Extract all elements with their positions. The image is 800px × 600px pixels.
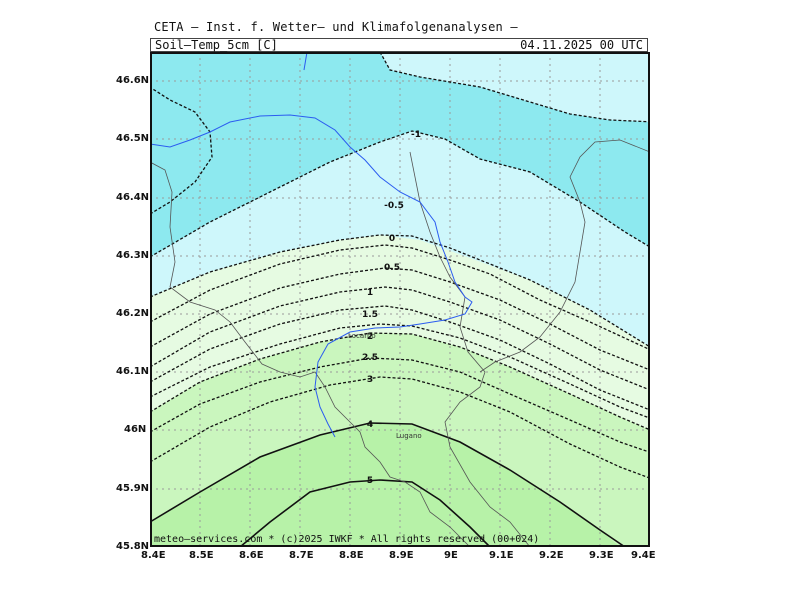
place-names: Locarno Lugano xyxy=(348,332,422,440)
map-panel: -1 -0.5 0 0.5 1 1.5 2 2.5 3 4 5 Locarno … xyxy=(150,52,650,547)
lat-label-45.9: 45.9N xyxy=(116,483,150,494)
contour-label-minus1: -1 xyxy=(411,130,421,140)
lon-label-8.5: 8.5E xyxy=(189,550,214,561)
lon-label-8.8: 8.8E xyxy=(339,550,364,561)
lon-label-9.2: 9.2E xyxy=(539,550,564,561)
product-title: CETA — Inst. f. Wetter— und Klimafolgena… xyxy=(154,20,518,34)
lon-label-8.4: 8.4E xyxy=(141,550,166,561)
contour-labels: -1 -0.5 0 0.5 1 1.5 2 2.5 3 4 5 xyxy=(362,130,421,486)
contour-label-minus0.5: -0.5 xyxy=(384,201,404,211)
contour-label-1: 1 xyxy=(367,288,373,298)
lon-label-8.9: 8.9E xyxy=(389,550,414,561)
map-frame xyxy=(150,52,650,547)
valid-time-label: 04.11.2025 00 UTC xyxy=(520,38,643,52)
rivers-and-lakes xyxy=(150,52,473,438)
variable-label: Soil—Temp_5cm [C] xyxy=(155,38,278,52)
lat-label-46.5: 46.5N xyxy=(116,133,150,144)
lon-label-8.6: 8.6E xyxy=(239,550,264,561)
contour-label-2: 2 xyxy=(367,332,373,342)
map-header-bar: Soil—Temp_5cm [C] 04.11.2025 00 UTC xyxy=(150,38,648,52)
isotherms-dashed xyxy=(150,52,650,479)
lat-label-46.6: 46.6N xyxy=(116,75,150,86)
contour-label-2.5: 2.5 xyxy=(362,353,378,363)
lat-label-46.3: 46.3N xyxy=(116,250,150,261)
contour-label-0: 0 xyxy=(389,234,395,244)
contour-label-5: 5 xyxy=(367,476,373,486)
contour-label-4: 4 xyxy=(367,420,373,430)
isotherms-solid xyxy=(150,422,626,547)
place-locarno: Locarno xyxy=(348,332,376,340)
lon-label-9.0: 9E xyxy=(444,550,458,561)
map-canvas: -1 -0.5 0 0.5 1 1.5 2 2.5 3 4 5 Locarno … xyxy=(150,52,650,547)
lat-label-46.2: 46.2N xyxy=(116,308,150,319)
lon-label-9.4: 9.4E xyxy=(631,550,656,561)
country-borders xyxy=(150,139,650,547)
zone-cold-top xyxy=(380,52,650,122)
lon-label-8.7: 8.7E xyxy=(289,550,314,561)
lon-label-9.1: 9.1E xyxy=(489,550,514,561)
lat-label-46.4: 46.4N xyxy=(116,192,150,203)
place-lugano: Lugano xyxy=(396,432,422,440)
lon-label-9.3: 9.3E xyxy=(589,550,614,561)
lat-label-45.8: 45.8N xyxy=(116,541,150,552)
lat-label-46.0: 46N xyxy=(124,424,147,435)
contour-label-0.5: 0.5 xyxy=(384,263,400,273)
contour-label-3: 3 xyxy=(367,375,373,385)
contour-label-1.5: 1.5 xyxy=(362,310,378,320)
lat-label-46.1: 46.1N xyxy=(116,366,150,377)
copyright-footer: meteo—services.com * (c)2025 IWKF * All … xyxy=(154,534,540,545)
